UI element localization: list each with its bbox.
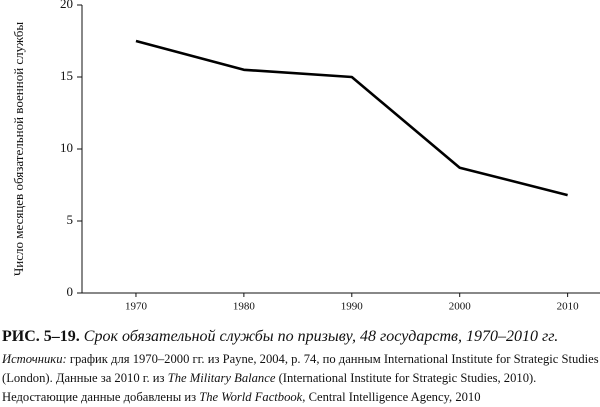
chart: Число месяцев обязательной военной служб… — [11, 0, 600, 313]
source-note: Источники: график для 1970–2000 гг. из P… — [2, 350, 600, 407]
source-text: график для 1970–2000 гг. из Payne, 2004,… — [2, 352, 599, 385]
x-tick-label: 2000 — [449, 301, 472, 313]
y-axis-label: Число месяцев обязательной военной служб… — [11, 22, 26, 277]
x-tick-label: 1970 — [125, 301, 148, 313]
source-text: , Central Intelligence Agency, 2010 — [302, 390, 481, 404]
y-tick-label: 20 — [60, 0, 73, 11]
x-tick-label: 1980 — [233, 301, 256, 313]
source-text: Источники: — [2, 352, 67, 366]
data-line — [135, 39, 568, 197]
caption-title: Срок обязательной службы по призыву, 48 … — [83, 328, 559, 345]
source-text: (International Institute for Strategic S… — [2, 371, 537, 404]
x-tick-label: 1990 — [341, 301, 364, 313]
y-tick-label: 5 — [67, 212, 74, 227]
figure-label: РИС. 5–19. — [2, 328, 80, 345]
y-tick-label: 10 — [60, 140, 73, 155]
figure-caption: РИС. 5–19. Срок обязательной службы по п… — [2, 327, 598, 347]
source-text: The Military Balance — [167, 371, 276, 385]
source-text: The World Factbook — [199, 390, 303, 404]
y-tick-label: 15 — [60, 68, 73, 83]
x-tick-label: 2010 — [557, 301, 580, 313]
y-tick-label: 0 — [67, 284, 74, 299]
